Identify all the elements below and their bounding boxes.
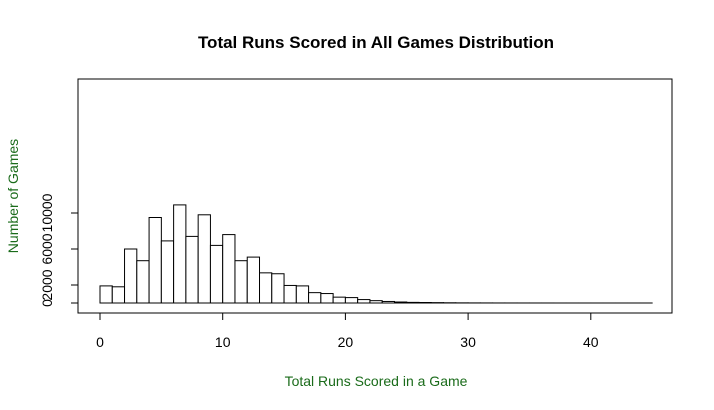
y-axis-label: Number of Games (5, 139, 21, 253)
histogram-bar (222, 234, 236, 304)
histogram-bar (148, 217, 162, 304)
histogram-bar (393, 301, 408, 304)
x-tick-label: 0 (96, 334, 104, 350)
histogram-bar (406, 301, 420, 304)
histogram-bar (136, 260, 150, 304)
y-tick-label: 10000 (39, 193, 55, 232)
histogram-bar (295, 285, 310, 304)
histogram-bar (124, 248, 138, 304)
x-axis: 0 10 20 30 40 (96, 312, 599, 350)
histogram-bar (320, 293, 334, 304)
histogram-bar (308, 292, 322, 304)
chart-title: Total Runs Scored in All Games Distribut… (198, 33, 554, 52)
x-tick-label: 10 (215, 334, 231, 350)
histogram-bar (283, 284, 297, 304)
histogram-bar (185, 235, 199, 304)
y-tick-label: 2000 (39, 269, 55, 300)
histogram-bar (234, 260, 248, 304)
histogram-bar (173, 204, 187, 304)
x-tick-label: 30 (460, 334, 476, 350)
histogram-bar (271, 273, 285, 304)
x-tick-label: 20 (338, 334, 354, 350)
histogram-bar (209, 244, 224, 304)
x-axis-label: Total Runs Scored in a Game (285, 373, 468, 389)
histogram-bar (369, 300, 383, 304)
y-tick-label: 0 (39, 299, 55, 307)
histogram-bar (332, 296, 346, 304)
histogram-bar (246, 256, 261, 304)
histogram-bar (111, 286, 126, 304)
histogram-bar (381, 300, 395, 304)
histogram-bar (160, 240, 175, 304)
histogram-bar (99, 285, 113, 304)
histogram-bar (357, 299, 371, 304)
histogram-bar (344, 297, 359, 304)
histogram-bar (259, 272, 273, 304)
histogram-bar (197, 214, 211, 304)
bars-group (99, 204, 653, 304)
y-tick-label: 6000 (39, 233, 55, 264)
x-tick-label: 40 (583, 334, 599, 350)
